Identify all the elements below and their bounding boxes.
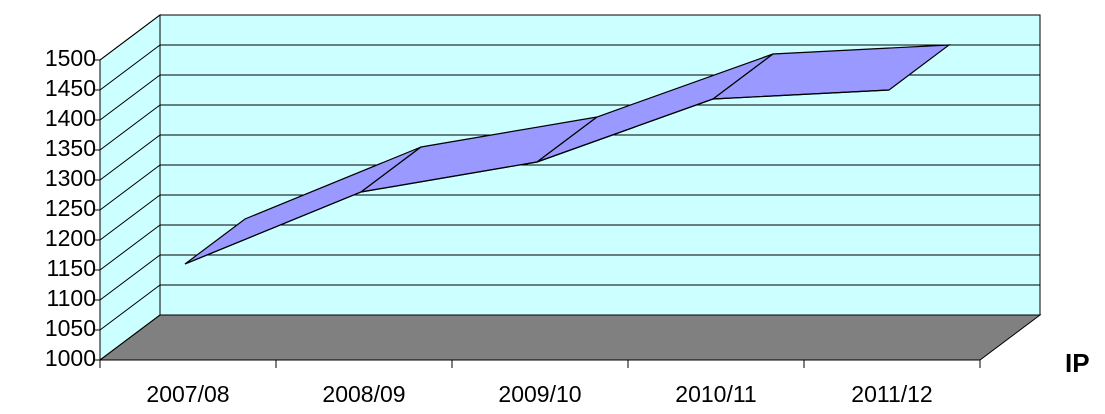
- grid-line: [99, 194, 161, 241]
- y-tick-label: 1200: [45, 225, 96, 251]
- y-tick-label: 1250: [45, 195, 96, 221]
- floor: [98, 314, 1042, 361]
- x-tick-label: 2008/09: [322, 381, 405, 407]
- grid-line: [99, 254, 161, 301]
- grid-line: [99, 104, 161, 151]
- grid-line: [99, 74, 161, 121]
- y-tick-label: 1100: [47, 285, 96, 311]
- y-tick-label: 1300: [45, 165, 96, 191]
- axes: 1000 1050 1100 1150 1200 1250 1300 1350 1400 1450…: [45, 45, 981, 407]
- grid-line: [99, 314, 161, 361]
- y-tick-label: 1000: [45, 345, 96, 371]
- y-tick-label: 1450: [45, 75, 96, 101]
- x-tick-label: 2009/10: [498, 381, 581, 407]
- y-tick-label: 1050: [45, 315, 96, 341]
- x-tick-label: 2010/11: [675, 381, 756, 407]
- y-tick-label: 1350: [45, 135, 96, 161]
- y-tick-label: 1500: [45, 45, 96, 71]
- x-tick-label: 2011/12: [851, 381, 932, 407]
- grid-line: [99, 44, 161, 91]
- grid-line: [99, 224, 161, 271]
- ribbon: [184, 44, 951, 265]
- ribbon-front-edge: [184, 89, 890, 265]
- y-tick-label: 1150: [47, 255, 96, 281]
- y-tick-label: 1400: [45, 105, 96, 131]
- legend-label: IP: [1065, 348, 1090, 378]
- grid-line: [99, 284, 161, 331]
- x-tick-label: 2007/08: [146, 381, 229, 407]
- grid-line: [99, 14, 161, 61]
- grid-line: [99, 134, 161, 181]
- grid-line: [99, 164, 161, 211]
